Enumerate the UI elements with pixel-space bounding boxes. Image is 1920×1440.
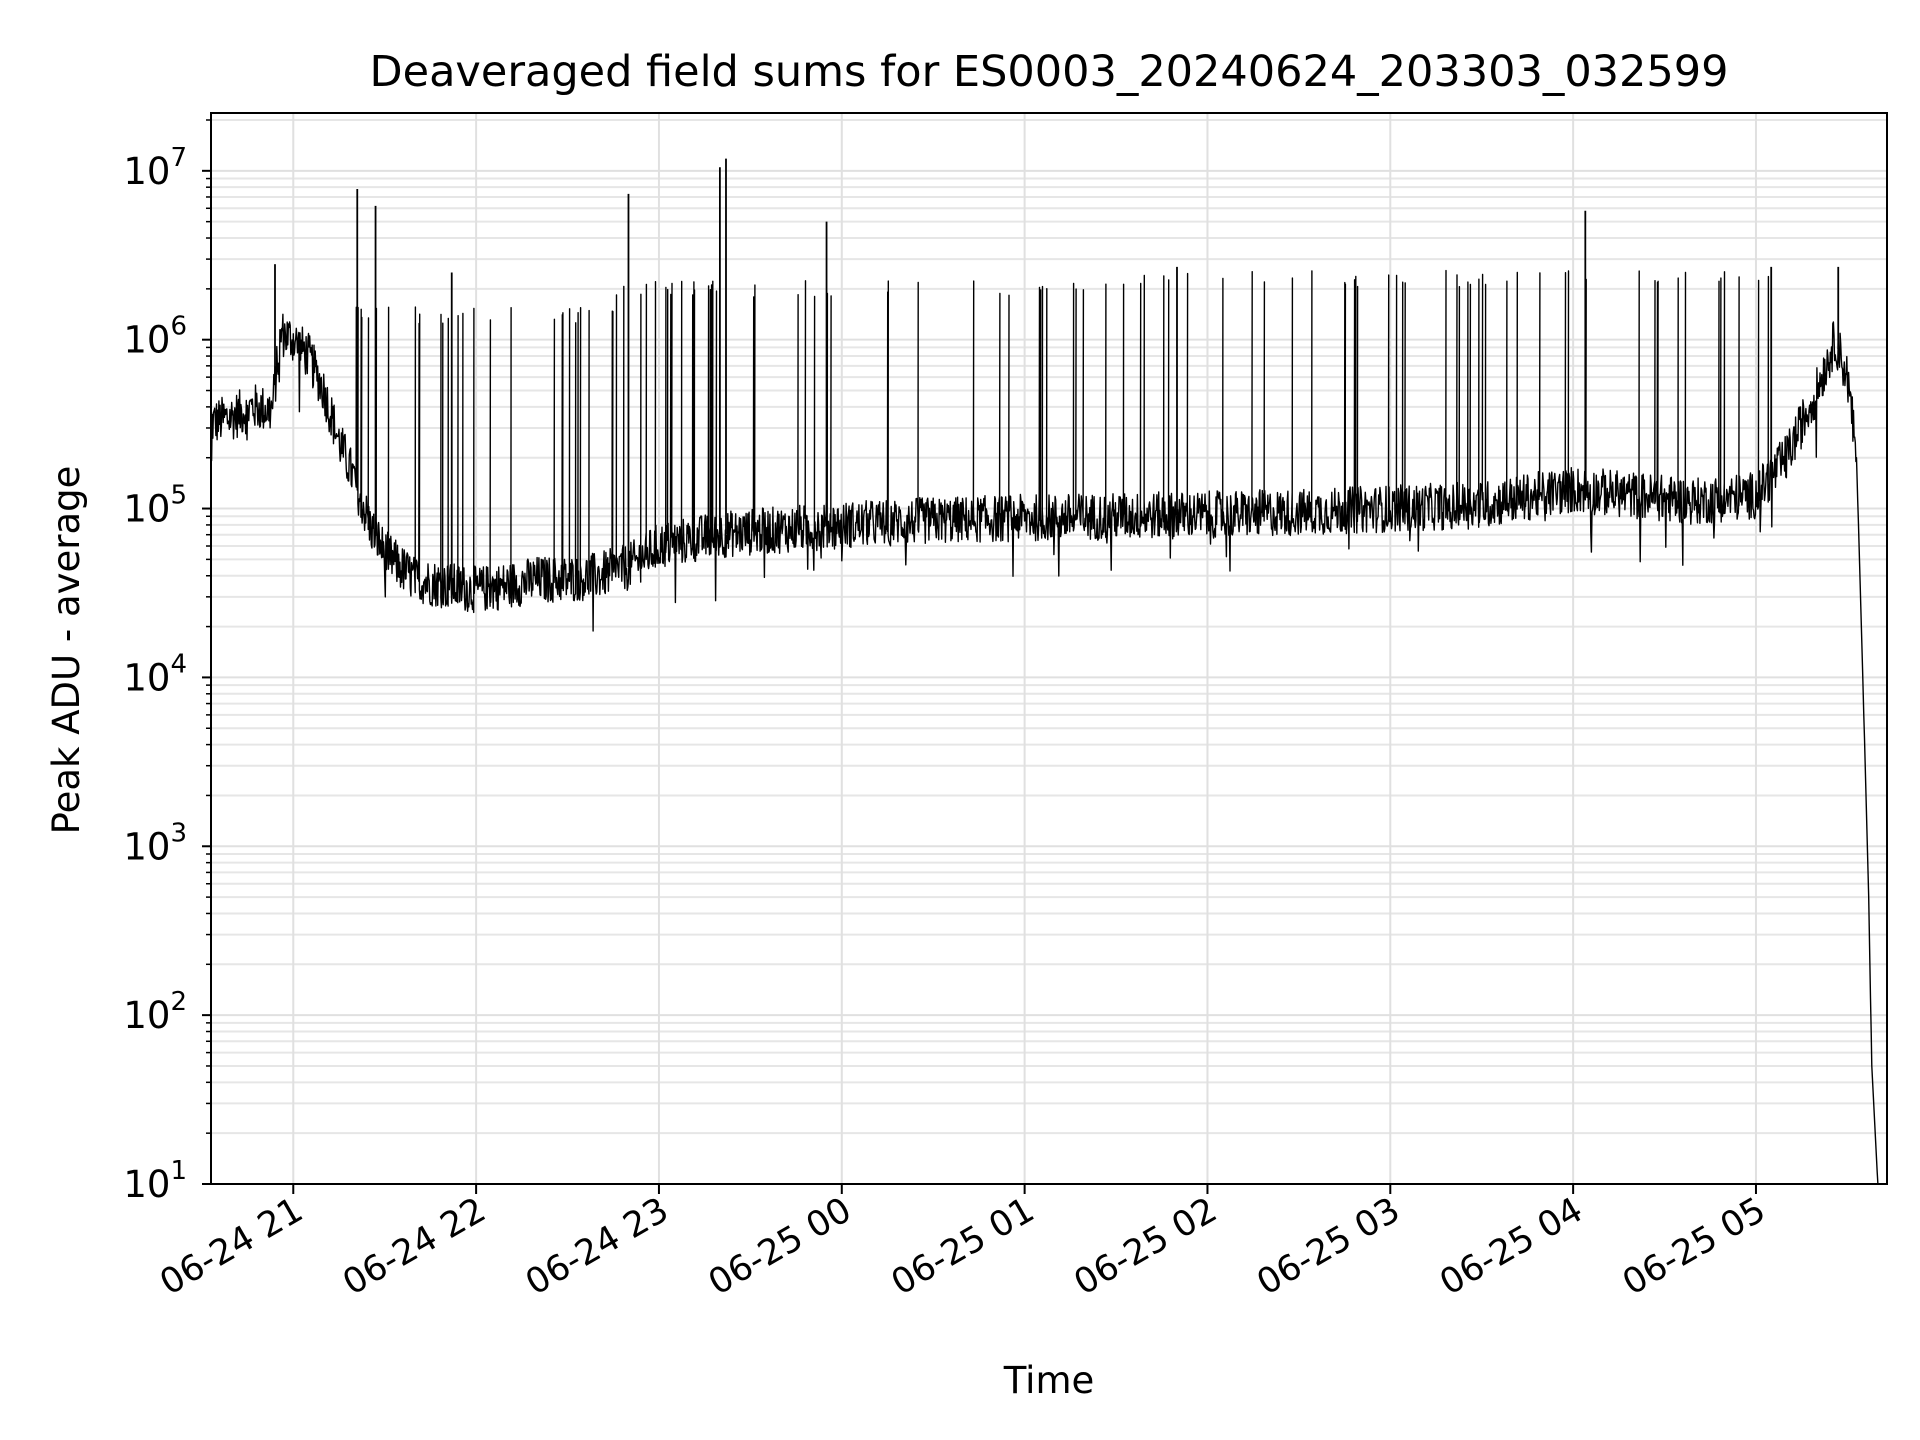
grid xyxy=(211,113,1887,1185)
y-tick-label: 107 xyxy=(123,143,187,193)
plot-frame xyxy=(210,112,1888,1185)
y-tick-label: 104 xyxy=(123,649,187,699)
y-tick-label: 101 xyxy=(123,1156,187,1206)
chart-title: Deaveraged field sums for ES0003_2024062… xyxy=(370,47,1729,97)
y-tick-label: 103 xyxy=(123,818,187,868)
x-axis-label: Time xyxy=(1003,1359,1095,1402)
plot-area xyxy=(210,158,1879,1185)
series-line xyxy=(210,269,1879,1185)
y-axis-label: Peak ADU - average xyxy=(45,466,88,835)
y-tick-label: 102 xyxy=(123,987,187,1037)
y-tick-label: 106 xyxy=(123,312,187,362)
y-tick-label: 105 xyxy=(123,481,187,531)
